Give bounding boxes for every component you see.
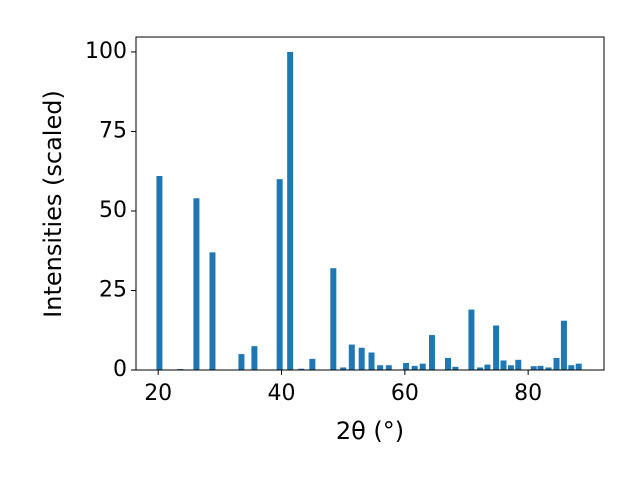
bar	[493, 325, 500, 370]
x-tick-label: 40	[268, 381, 296, 406]
bar	[358, 347, 365, 370]
y-tick-label: 75	[99, 118, 127, 143]
bar	[515, 359, 522, 370]
bar	[330, 268, 337, 370]
bar	[411, 365, 418, 370]
bar	[477, 367, 484, 370]
bar	[340, 367, 347, 370]
bar	[287, 51, 294, 370]
bar	[276, 179, 283, 370]
bar	[385, 365, 392, 370]
bar	[545, 367, 552, 370]
bar	[452, 366, 459, 370]
bar	[468, 309, 475, 370]
x-tick-label: 20	[144, 381, 172, 406]
bar	[377, 365, 384, 370]
y-tick-label: 100	[85, 39, 127, 64]
bar	[238, 354, 245, 370]
x-tick-label: 60	[391, 381, 419, 406]
y-axis-label: Intensities (scaled)	[39, 90, 67, 318]
bar	[309, 358, 316, 370]
plot-frame	[135, 36, 605, 371]
bar	[484, 364, 491, 370]
bar	[251, 346, 258, 370]
bar	[575, 363, 582, 370]
x-tick-label: 80	[514, 381, 542, 406]
bar	[500, 360, 507, 370]
bar	[156, 175, 163, 370]
bar	[298, 368, 305, 370]
x-axis-label: 2θ (°)	[336, 417, 404, 445]
bar	[193, 198, 200, 370]
y-tick-label: 50	[99, 198, 127, 223]
y-tick-label: 0	[113, 357, 127, 382]
bar	[530, 366, 537, 370]
y-tick-label: 25	[99, 277, 127, 302]
bar	[568, 365, 575, 370]
bar	[403, 363, 410, 370]
bar	[368, 352, 375, 370]
bar	[507, 365, 514, 370]
bar	[560, 320, 567, 370]
bar	[419, 363, 426, 370]
bar	[428, 335, 435, 370]
bar	[553, 357, 560, 370]
bar	[348, 344, 355, 370]
bar	[537, 365, 544, 370]
bar	[445, 357, 451, 370]
bar	[209, 252, 216, 370]
